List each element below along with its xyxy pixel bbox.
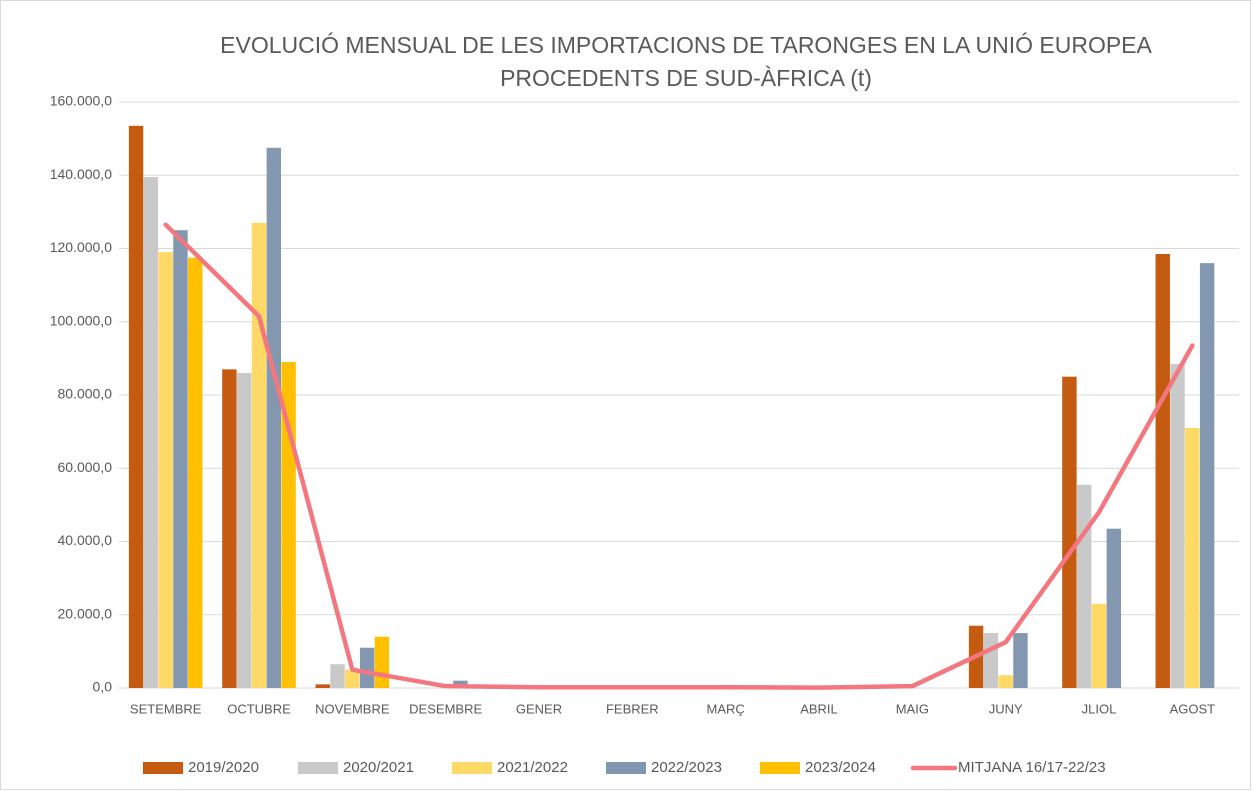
bar: [1185, 427, 1200, 688]
legend-label: 2022/2023: [651, 759, 722, 776]
bar: [1199, 263, 1215, 688]
x-tick-label: SETEMBRE: [130, 701, 202, 716]
legend-label: 2023/2024: [805, 759, 876, 776]
bar: [315, 684, 330, 688]
bar: [128, 125, 144, 688]
legend-marker: [298, 762, 338, 774]
chart-title: PROCEDENTS DE SUD-ÀFRICA (t): [500, 65, 872, 91]
x-tick-label: FEBRER: [606, 701, 659, 716]
bar: [374, 636, 390, 688]
x-tick-label: MARÇ: [707, 701, 745, 716]
y-tick-label: 80.000,0: [58, 386, 113, 402]
bar: [173, 230, 188, 688]
bar: [222, 369, 237, 688]
x-tick-label: NOVEMBRE: [315, 701, 390, 716]
bar: [158, 252, 173, 688]
x-tick-label: GENER: [516, 701, 562, 716]
bar: [251, 222, 267, 689]
bar: [1091, 603, 1107, 688]
bar: [266, 147, 281, 688]
x-tick-label: JUNY: [989, 701, 1023, 716]
x-tick-label: MAIG: [896, 701, 929, 716]
legend-marker: [143, 762, 183, 774]
legend-marker: [452, 762, 492, 774]
y-tick-label: 0,0: [93, 679, 113, 695]
bar: [1013, 633, 1028, 688]
bar: [1062, 376, 1077, 688]
y-tick-label: 100.000,0: [50, 312, 112, 328]
legend-label: 2019/2020: [188, 759, 259, 776]
y-tick-label: 120.000,0: [50, 239, 112, 255]
bar: [359, 647, 375, 688]
bar: [1077, 484, 1092, 688]
bar: [345, 669, 360, 688]
legend-marker: [760, 762, 800, 774]
y-tick-label: 140.000,0: [50, 166, 112, 182]
bar: [1155, 253, 1170, 688]
legend-label: MITJANA 16/17-22/23: [958, 759, 1106, 776]
y-tick-label: 40.000,0: [58, 532, 113, 548]
legend-label: 2020/2021: [343, 759, 414, 776]
legend-marker: [606, 762, 646, 774]
y-tick-label: 20.000,0: [58, 605, 113, 621]
x-tick-label: JLIOL: [1082, 701, 1117, 716]
x-tick-label: AGOST: [1170, 701, 1216, 716]
chart-title: EVOLUCIÓ MENSUAL DE LES IMPORTACIONS DE …: [220, 32, 1152, 58]
x-tick-label: OCTUBRE: [227, 701, 291, 716]
bar: [237, 373, 252, 688]
line: [163, 222, 1195, 690]
bar: [143, 177, 159, 689]
x-tick-label: DESEMBRE: [409, 701, 482, 716]
bar: [330, 664, 345, 688]
bar: [1106, 528, 1121, 688]
y-tick-label: 160.000,0: [50, 93, 112, 109]
y-tick-label: 60.000,0: [58, 459, 113, 475]
x-tick-label: ABRIL: [800, 701, 838, 716]
bar: [998, 675, 1013, 688]
legend-label: 2021/2022: [497, 759, 568, 776]
bar: [188, 257, 203, 688]
bar: [1170, 363, 1185, 688]
bar: [983, 633, 999, 688]
